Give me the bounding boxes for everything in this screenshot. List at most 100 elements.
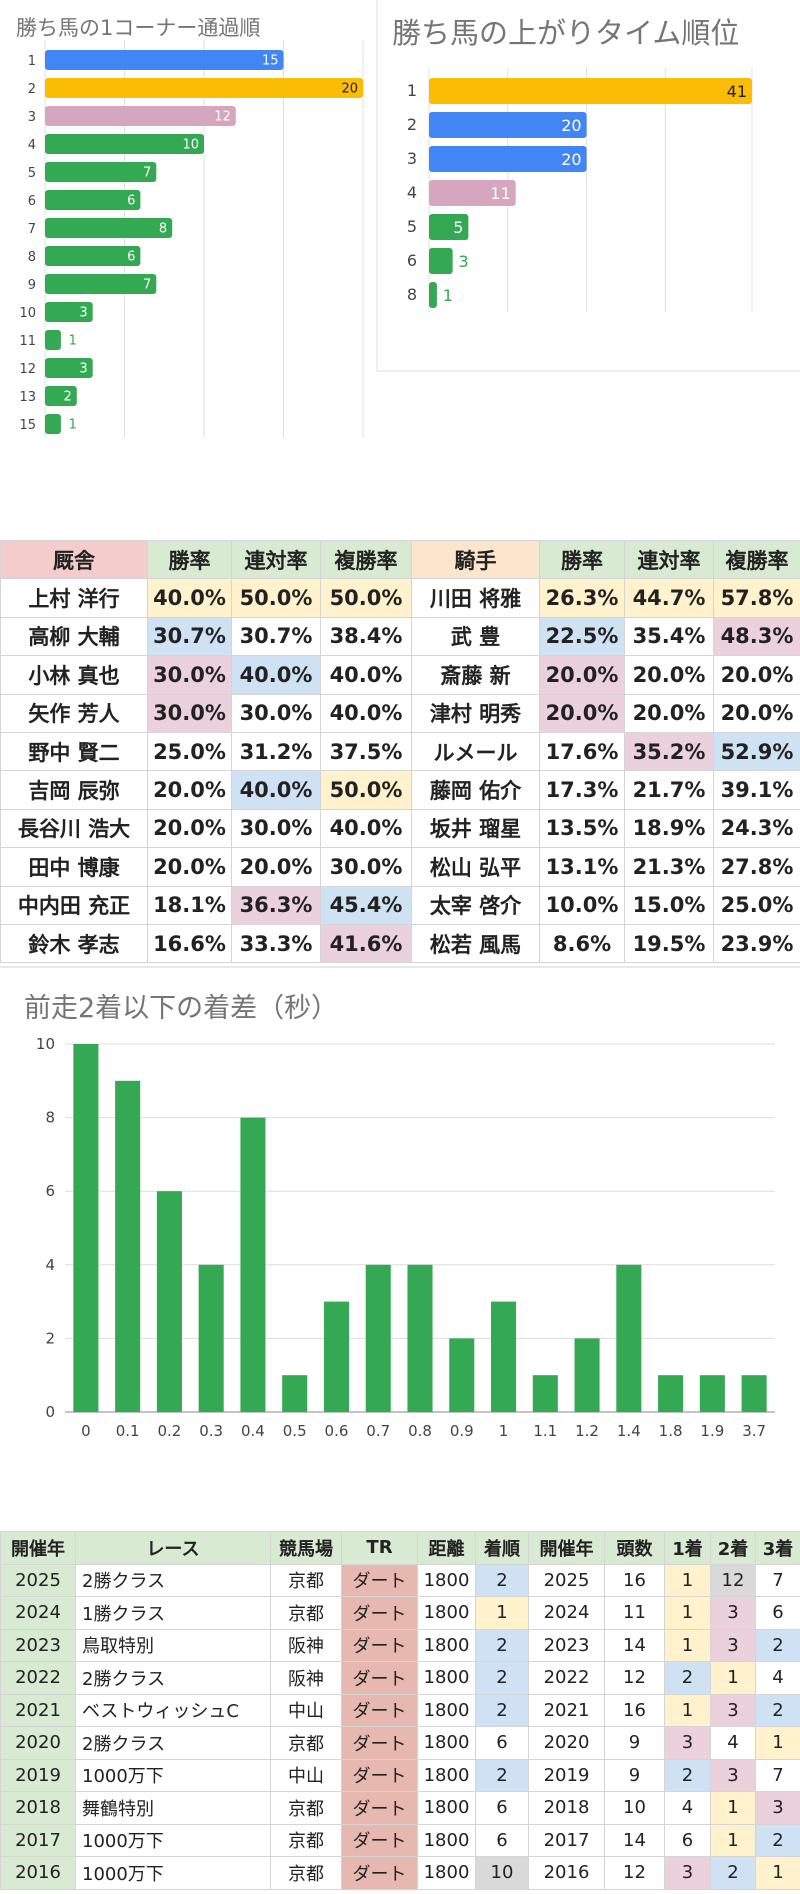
category-label: 1 <box>407 81 417 100</box>
race-cell: 2 <box>664 1661 711 1695</box>
bar <box>429 180 516 206</box>
bar <box>429 248 453 274</box>
race-cell: 2勝クラス <box>75 1563 271 1597</box>
race-cell: ダート <box>341 1628 418 1662</box>
bar <box>429 78 752 104</box>
stats-cell: 20.0% <box>624 655 714 695</box>
bar <box>45 134 204 154</box>
race-cell: 12 <box>604 1661 665 1695</box>
race-cell: 2016 <box>0 1856 76 1890</box>
race-header: 競馬場 <box>270 1531 342 1565</box>
x-tick-label: 1.1 <box>533 1422 557 1440</box>
stats-cell: 30.7% <box>231 616 321 657</box>
race-cell: 2016 <box>528 1856 605 1890</box>
race-cell: 1 <box>710 1661 756 1695</box>
bar <box>658 1375 684 1412</box>
race-header: 着順 <box>475 1531 529 1565</box>
stats-cell: 小林 真也 <box>0 655 148 695</box>
bar <box>240 1117 266 1412</box>
y-tick-label: 10 <box>36 1035 55 1053</box>
bar <box>429 112 587 138</box>
race-cell: 2023 <box>528 1628 605 1662</box>
stats-cell: 44.7% <box>624 578 714 618</box>
race-cell: 1 <box>755 1726 800 1760</box>
data-label: 1 <box>69 418 77 433</box>
stats-cell: 38.4% <box>320 616 412 657</box>
race-cell: 2024 <box>0 1596 76 1630</box>
x-tick-label: 1.8 <box>659 1422 683 1440</box>
category-label: 13 <box>19 390 36 405</box>
bar <box>282 1375 308 1412</box>
race-header: 開催年 <box>0 1531 76 1565</box>
stats-cell: 40.0% <box>147 578 232 618</box>
data-label: 3 <box>458 252 468 271</box>
race-cell: 6 <box>475 1726 529 1760</box>
stats-cell: 17.3% <box>539 770 625 810</box>
stats-cell: 25.0% <box>713 885 800 925</box>
stats-cell: 20.0% <box>713 655 800 695</box>
race-cell: 11 <box>604 1596 665 1630</box>
stats-row: 上村 洋行 40.0% 50.0% 50.0% 川田 将雅 26.3% 44.7% 57.8% <box>0 578 800 618</box>
stats-row: 高柳 大輔 30.7% 30.7% 38.4% 武 豊 22.5% 35.4% 48.3% <box>0 616 800 657</box>
stats-cell: 松若 風馬 <box>411 923 540 964</box>
race-cell: 1800 <box>417 1758 476 1792</box>
race-cell: 1 <box>664 1596 711 1630</box>
race-cell: 1800 <box>417 1856 476 1890</box>
race-cell: 京都 <box>270 1563 342 1597</box>
agari-chart-title: 勝ち馬の上がりタイム順位 <box>392 16 740 50</box>
stats-cell: 坂井 瑠星 <box>411 808 540 849</box>
race-cell: 京都 <box>270 1791 342 1825</box>
stats-row: 長谷川 浩大 20.0% 30.0% 40.0% 坂井 瑠星 13.5% 18.9% 24.3… <box>0 808 800 849</box>
x-tick-label: 0.6 <box>325 1422 349 1440</box>
corner-chart: 1 152 203 124 105 76 67 88 69 710 311 112 313 215 1 <box>19 40 364 438</box>
stats-cell: ルメール <box>411 731 540 772</box>
stats-row: 田中 博康 20.0% 20.0% 30.0% 松山 弘平 13.1% 21.3% 27.8% <box>0 847 800 887</box>
race-header: 距離 <box>417 1531 476 1565</box>
x-tick-label: 0.9 <box>450 1422 474 1440</box>
race-header: レース <box>75 1531 271 1565</box>
race-cell: 京都 <box>270 1823 342 1857</box>
y-tick-label: 4 <box>45 1256 55 1274</box>
stats-row: 野中 賢二 25.0% 31.2% 37.5% ルメール 17.6% 35.2% 52.9% <box>0 731 800 772</box>
race-cell: ダート <box>341 1726 418 1760</box>
race-header: 3着 <box>755 1531 800 1565</box>
race-cell: ダート <box>341 1856 418 1890</box>
race-cell: 2025 <box>528 1563 605 1597</box>
race-cell: 16 <box>604 1563 665 1597</box>
race-cell: 2020 <box>528 1726 605 1760</box>
stats-row: 吉岡 辰弥 20.0% 40.0% 50.0% 藤岡 佑介 17.3% 21.7% 39.1% <box>0 770 800 810</box>
data-label: 2 <box>64 390 72 405</box>
data-label: 10 <box>182 138 199 153</box>
category-label: 5 <box>407 217 417 236</box>
data-label: 11 <box>490 184 510 203</box>
x-tick-label: 0.1 <box>116 1422 140 1440</box>
stats-cell: 津村 明秀 <box>411 693 540 733</box>
x-tick-label: 0.4 <box>241 1422 265 1440</box>
race-cell: 2021 <box>0 1693 76 1727</box>
stats-cell: 33.3% <box>231 923 321 964</box>
data-label: 7 <box>143 166 151 181</box>
bar <box>323 1301 349 1412</box>
category-label: 3 <box>407 149 417 168</box>
race-cell: 6 <box>755 1596 800 1630</box>
race-cell: 2勝クラス <box>75 1726 271 1760</box>
stats-table: 厩舎 勝率 連対率 複勝率 騎手 勝率 連対率 複勝率 上村 洋行 40.0% 50.0% 50.0… <box>0 539 800 964</box>
data-label: 3 <box>79 362 87 377</box>
stats-cell: 30.0% <box>231 693 321 733</box>
stats-cell: 40.0% <box>320 693 412 733</box>
race-cell: ダート <box>341 1758 418 1792</box>
stats-cell: 27.8% <box>713 847 800 887</box>
race-cell: 2017 <box>528 1823 605 1857</box>
race-cell: 2020 <box>0 1726 76 1760</box>
bar <box>198 1264 224 1412</box>
race-cell: 3 <box>664 1726 711 1760</box>
stats-row: 鈴木 孝志 16.6% 33.3% 41.6% 松若 風馬 8.6% 19.5% 23.9% <box>0 923 800 964</box>
y-tick-label: 0 <box>45 1403 55 1421</box>
bar <box>45 218 173 238</box>
stats-cell: 35.2% <box>624 731 714 772</box>
bar <box>532 1375 558 1412</box>
bar <box>45 302 93 322</box>
stats-row: 中内田 充正 18.1% 36.3% 45.4% 太宰 啓介 10.0% 15.0% 25.0… <box>0 885 800 925</box>
stats-cell: 高柳 大輔 <box>0 616 148 657</box>
stats-cell: 20.0% <box>539 693 625 733</box>
